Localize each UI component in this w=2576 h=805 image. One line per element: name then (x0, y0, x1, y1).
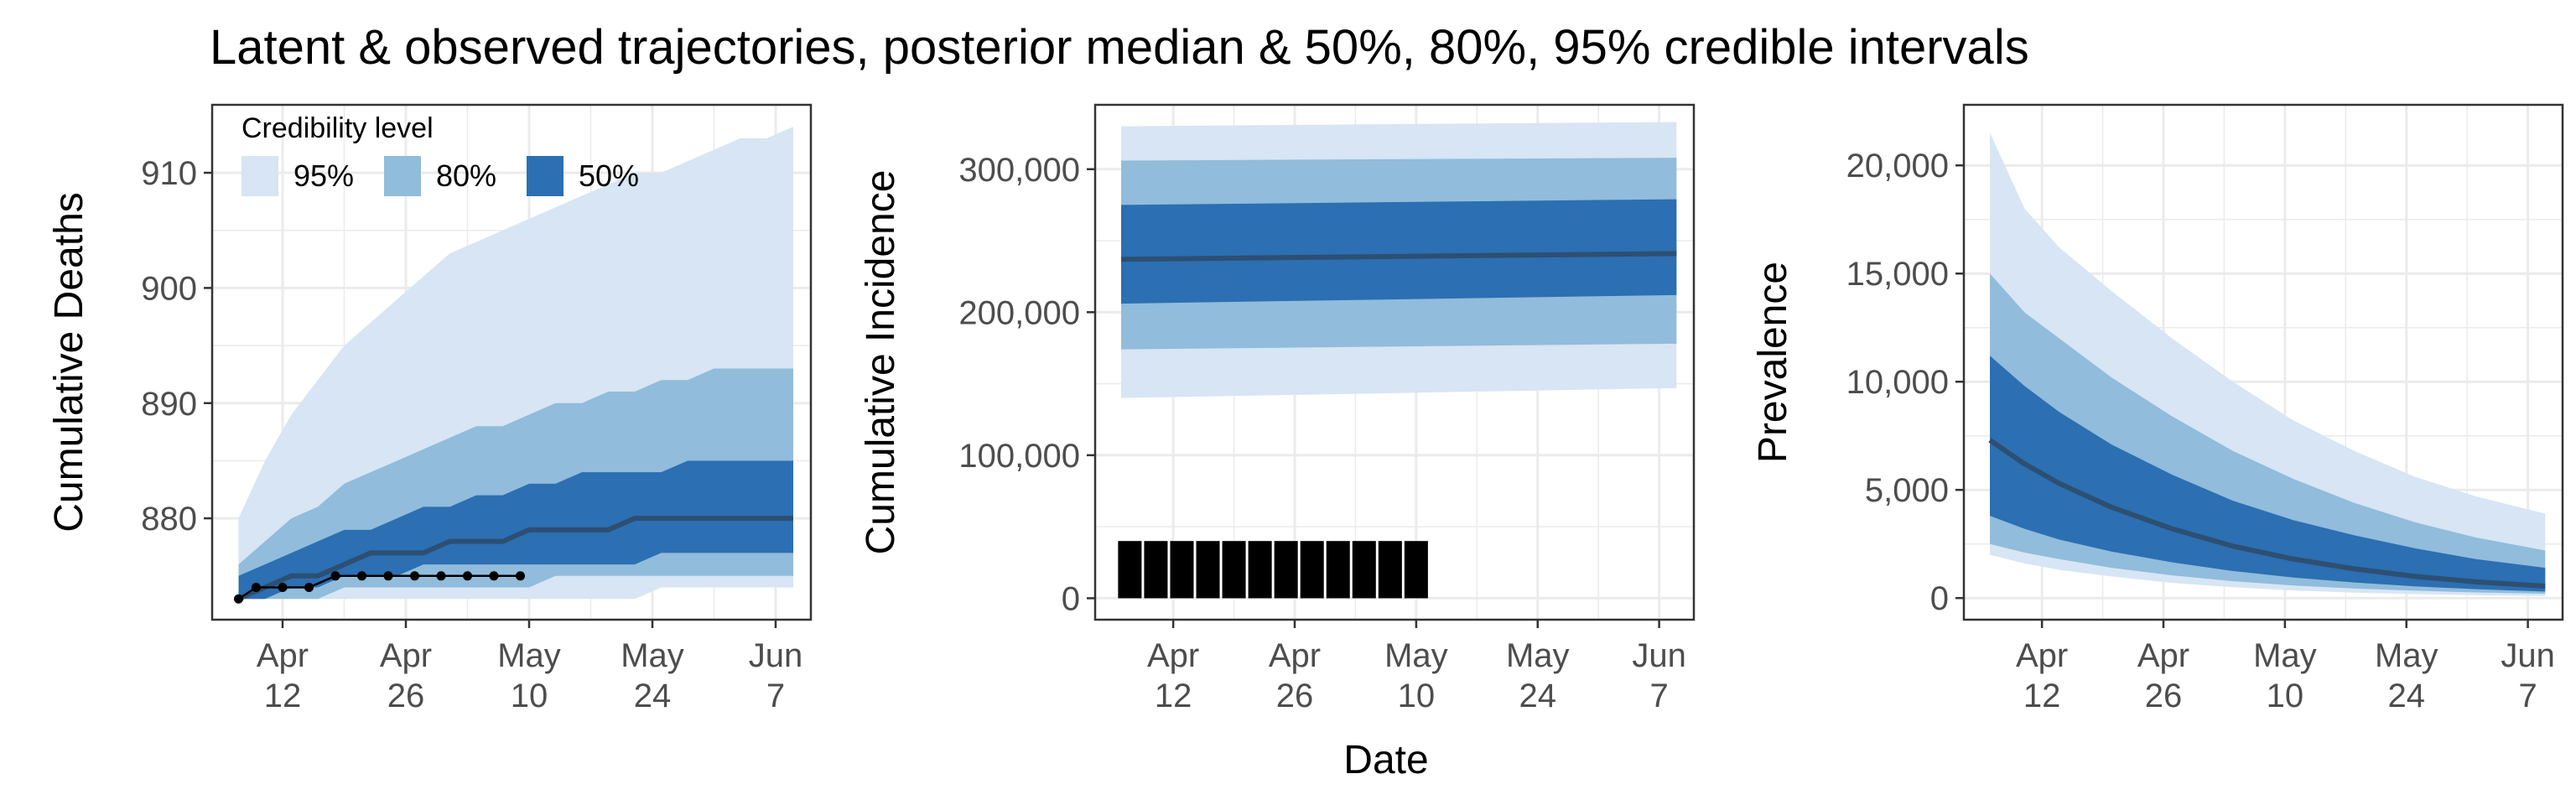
observed-point (304, 583, 314, 593)
observed-point (252, 583, 261, 593)
y-tick-label: 900 (141, 270, 197, 307)
x-tick-label-day: 26 (1276, 678, 1314, 714)
median-line (1988, 438, 2546, 589)
y-tick-label: 890 (141, 386, 197, 423)
y-tick-label: 20,000 (1846, 148, 1949, 184)
x-axis-title: Date (1343, 738, 1428, 782)
x-tick-label-month: Apr (380, 637, 432, 674)
x-tick-label-month: Apr (2016, 637, 2068, 674)
x-tick-label-day: 10 (1398, 678, 1436, 714)
legend-key-80 (384, 156, 421, 196)
band-50 (1121, 199, 1677, 304)
x-tick-label-month: May (1384, 637, 1448, 674)
x-tick-label-month: Jun (749, 637, 803, 674)
legend-label-50: 50% (579, 158, 639, 193)
observed-point (330, 571, 340, 581)
panel-cumulative-deaths: 880 890 900 910 Apr 12 Apr 26 May 10 May 24 Jun 7 Cum… (47, 103, 813, 714)
observed-bar (1222, 541, 1246, 599)
observed-bar (1118, 541, 1142, 599)
plot-marks (1118, 122, 1677, 599)
panel-cumulative-incidence: 0 100,000 200,000 300,000 Apr 12 Apr 26 May 10 May… (859, 103, 1696, 782)
band-50 (238, 460, 793, 600)
x-tick-label-day: 7 (1649, 678, 1668, 714)
x-tick-label-month: Apr (1269, 637, 1321, 674)
x-tick-label-month: Apr (257, 637, 309, 674)
x-tick-label-month: Jun (2501, 637, 2555, 674)
legend-label-80: 80% (436, 158, 496, 193)
observed-point (436, 571, 446, 581)
x-tick-label-month: May (2253, 637, 2317, 674)
y-tick-label: 0 (1062, 580, 1080, 617)
x-tick-label-day: 12 (1155, 678, 1192, 714)
x-tick-label-month: May (497, 637, 561, 674)
x-tick-label-day: 26 (2145, 678, 2183, 714)
legend-label-95: 95% (293, 158, 354, 193)
observed-bar (1170, 541, 1194, 599)
observed-point (383, 571, 393, 581)
x-tick-label-day: 12 (2023, 678, 2061, 714)
plot-marks (1988, 132, 2546, 596)
x-tick-label-day: 24 (634, 678, 672, 714)
axis-ticks: 880 890 900 910 Apr 12 Apr 26 May 10 May 24 Jun 7 (141, 155, 802, 714)
plot-marks (234, 127, 793, 604)
observed-bar (1404, 541, 1428, 599)
observed-bar (1378, 541, 1402, 599)
x-tick-label-day: 26 (387, 678, 425, 714)
observed-point (489, 571, 499, 581)
y-axis-title: Cumulative Incidence (859, 170, 903, 555)
observed-point (410, 571, 419, 581)
band-50 (1990, 356, 2546, 592)
figure-title: Latent & observed trajectories, posterio… (210, 20, 2029, 75)
observed-point (357, 571, 366, 581)
legend-title: Credibility level (242, 112, 434, 144)
median-line (1121, 251, 1677, 262)
y-axis-title: Cumulative Deaths (47, 192, 91, 532)
observed-bar (1274, 541, 1298, 599)
panel-border (1093, 103, 1696, 621)
axis-ticks: 0 5,000 10,000 15,000 20,000 Apr 12 Apr 26 May 10 M… (1846, 148, 2555, 714)
observed-bar (1326, 541, 1350, 599)
observed-bar (1300, 541, 1324, 599)
observed-point (234, 594, 243, 604)
axis-ticks: 0 100,000 200,000 300,000 Apr 12 Apr 26 May 10 May… (958, 152, 1685, 714)
x-tick-label-month: May (1506, 637, 1570, 674)
y-tick-label: 10,000 (1846, 364, 1949, 401)
x-tick-label-day: 24 (1519, 678, 1556, 714)
y-tick-label: 0 (1930, 580, 1949, 617)
panel-border (210, 103, 813, 621)
panel-prevalence: 0 5,000 10,000 15,000 20,000 Apr 12 Apr 26 May 10 M… (1751, 103, 2564, 714)
x-tick-label-month: Apr (2137, 637, 2189, 674)
x-tick-label-day: 24 (2387, 678, 2425, 714)
legend-key-50 (527, 156, 564, 196)
y-tick-label: 300,000 (958, 152, 1080, 189)
y-axis-title: Prevalence (1751, 262, 1795, 463)
observed-point (516, 571, 525, 581)
x-tick-label-month: Jun (1632, 637, 1686, 674)
observed-bar (1248, 541, 1272, 599)
x-tick-label-month: May (2375, 637, 2438, 674)
y-tick-label: 5,000 (1865, 472, 1949, 509)
observed-point (463, 571, 472, 581)
x-tick-label-day: 7 (766, 678, 785, 714)
median-line (237, 516, 793, 602)
y-tick-label: 200,000 (958, 294, 1080, 331)
observed-bar (1144, 541, 1168, 599)
legend-key-95 (242, 156, 278, 196)
y-tick-label: 880 (141, 501, 197, 538)
observed-bar (1196, 541, 1220, 599)
x-tick-label-day: 12 (264, 678, 302, 714)
panel-border (1962, 103, 2564, 621)
observed-bar (1352, 541, 1376, 599)
y-tick-label: 100,000 (958, 438, 1080, 475)
x-tick-label-month: Apr (1147, 637, 1199, 674)
x-tick-label-month: May (621, 637, 684, 674)
legend: Credibility level 95% 80% 50% (242, 112, 639, 196)
x-tick-label-day: 10 (2267, 678, 2304, 714)
x-tick-label-day: 10 (511, 678, 548, 714)
observed-point (278, 583, 288, 593)
y-tick-label: 910 (141, 155, 197, 192)
x-tick-label-day: 7 (2518, 678, 2537, 714)
y-tick-label: 15,000 (1846, 256, 1949, 293)
